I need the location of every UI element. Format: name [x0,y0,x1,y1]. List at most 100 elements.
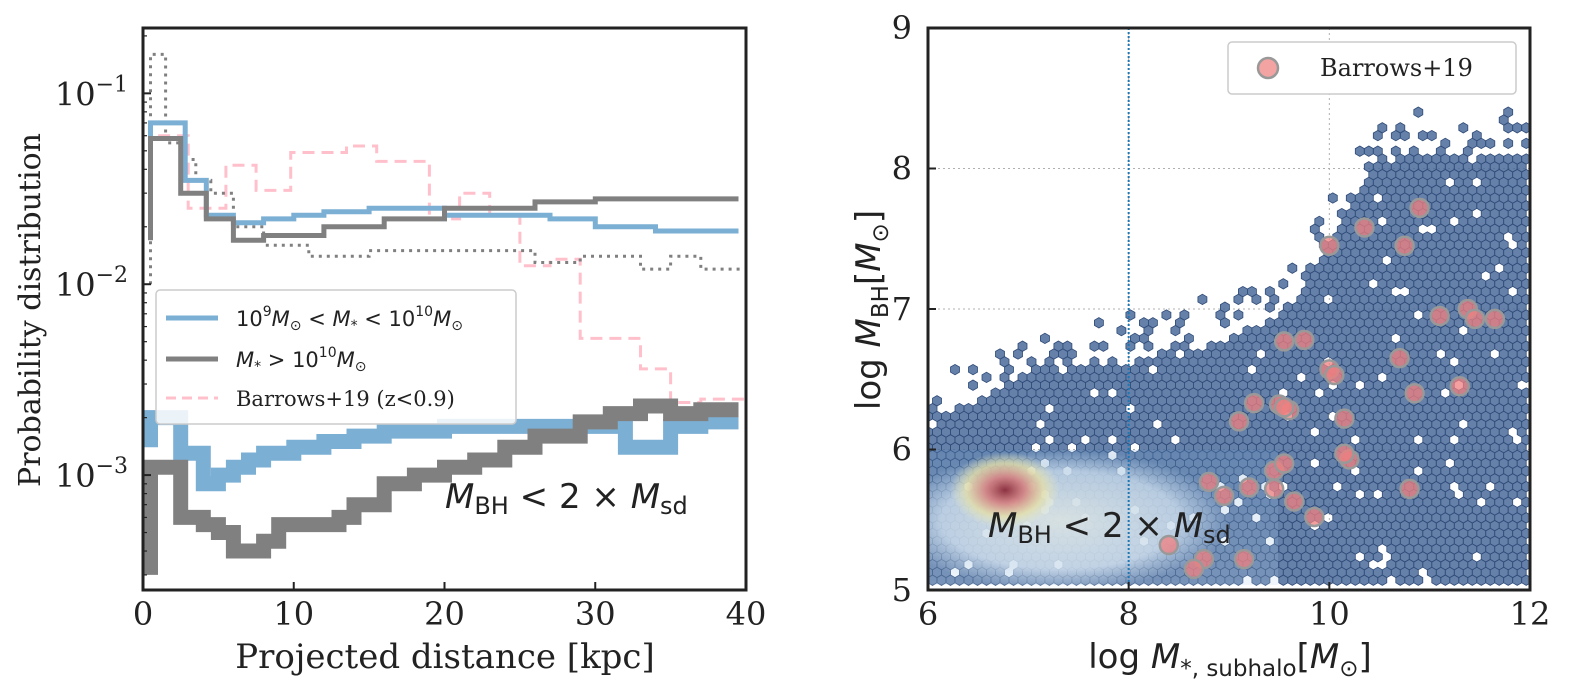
right-hexbin-cell [1476,153,1487,165]
right-y-tick-label: 6 [892,431,912,469]
right-hexbin-cell [977,395,987,407]
left-series-line-3 [148,136,739,243]
right-hexbin-cell [1422,231,1433,243]
left-legend-frame [155,289,517,425]
right-x-ticks: 6 8 10 12 [918,582,1551,633]
right-hexbin-cell [968,363,978,376]
right-barrows-point [1404,383,1425,404]
right-barrows-points [1158,197,1506,580]
right-barrows-point [1283,491,1305,512]
right-x-tick-label: 8 [1118,595,1138,633]
right-hexbin-cell [1458,122,1469,134]
right-hexbin-cell [1345,192,1356,204]
right-hexbin-cell [1278,278,1289,290]
right-hexbin-cell [1390,145,1401,157]
right-hexbin-cell [1503,137,1514,150]
right-hexbin-cell [941,410,951,423]
right-hexbin-cell [1485,153,1496,165]
right-hexbin-cell [1143,356,1154,368]
right-barrows-point [1409,197,1430,219]
right-barrows-point [1233,548,1255,570]
right-hexbin-cell [950,363,960,376]
right-density-core [950,452,1060,528]
right-hexbin-cell [1264,285,1275,298]
right-hexbin-cell [963,402,974,415]
right-hexbin-cell [1193,348,1203,360]
right-hexbin-cell [1179,309,1190,321]
right-hexbin-cell [1134,356,1145,368]
right-hexbin-cell [1471,129,1482,142]
right-hexbin-cell [1372,566,1383,579]
right-hexbin-cell [1238,285,1248,298]
right-hexbin-cell [1287,262,1298,274]
right-hexbin-cell [1220,301,1230,313]
right-hexbin-cell [1413,106,1424,118]
right-x-tick-label: 10 [1309,595,1350,633]
left-x-tick-label: 30 [575,595,616,633]
right-legend-label: Barrows+19 [1320,54,1473,82]
right-barrows-point [1304,506,1325,528]
right-hexbin-cell [1157,348,1167,360]
right-hexbin-cell [1422,153,1433,165]
left-annotation-mid: < 2 × [509,477,631,517]
right-hexbin-cell [981,371,992,384]
right-hexbin-cell [1053,340,1064,352]
right-x-tick-label: 12 [1510,595,1551,633]
left-y-tick-label: 10−2 [55,263,128,304]
right-hexbin-cell [1264,317,1275,329]
right-hexbin-cell [1521,387,1530,399]
right-hexbin-cell [1161,309,1172,321]
right-hexbin-cell [1377,122,1388,134]
right-hexbin-cell [1512,153,1523,165]
left-panel-distance-histogram: 0 10 20 30 40 10−3 10−2 10−1 Projected distanc… [13,26,767,677]
right-barrows-point [1183,558,1205,580]
right-hexbin-cell [1449,153,1460,165]
right-annotation-m: M [988,506,1017,546]
right-y-tick-label: 5 [892,571,912,609]
right-hexbin-cell [1395,122,1406,134]
right-barrows-point [1399,478,1420,500]
right-hexbin-cell [1233,309,1244,321]
left-annotation-m2: M [631,477,660,517]
left-legend-label-barrows: Barrows+19 (z<0.9) [236,387,455,411]
right-hexbin-cell [1521,122,1530,134]
right-hexbin-cell [1184,332,1194,345]
right-barrows-point [1354,217,1375,238]
right-hexbin-cell [1026,356,1037,368]
right-hexbin-cell [1242,324,1253,337]
left-legend: 109M⊙ < M* < 1010M⊙ M* > 1010M⊙ Barrows+… [155,289,517,425]
left-legend-label-high-mass: M* > 1010M⊙ [236,345,366,375]
right-legend: Barrows+19 [1227,41,1517,95]
right-barrows-point [1213,485,1235,507]
right-hexbin-cell [1148,317,1158,329]
right-hexbin-cell [1521,153,1530,165]
left-x-tick-label: 40 [726,595,767,633]
right-barrows-point [1238,477,1260,498]
right-barrows-point [1273,331,1295,352]
right-hexbin-cell [1116,324,1127,337]
left-y-tick-label: 10−1 [55,72,128,113]
right-y-ticks: 5 6 7 8 9 [892,9,936,609]
right-x-axis-label: log M*, subhalo[M⊙] [1088,637,1372,682]
right-y-tick-label: 7 [892,290,912,328]
right-barrows-point [1158,534,1180,556]
left-y-tick-label: 10−3 [55,454,128,495]
right-hexbin-cell [954,402,965,415]
right-barrows-point [1273,397,1295,418]
right-hexbin-cell [1017,340,1028,352]
right-barrows-point [1319,235,1340,257]
left-series-line-1 [149,52,746,285]
right-barrows-point [1394,235,1415,257]
right-hexbin-cell [1089,340,1100,352]
right-barrows-point [1263,478,1285,500]
right-hexbin-cell [1503,153,1514,165]
right-hexbin-cell [1229,332,1239,345]
right-barrows-point [1228,411,1250,432]
right-hexbin-cell [1094,317,1104,329]
right-hexbin-cell [1305,262,1316,274]
right-y-axis-label: log MBH[M⊙] [849,210,894,410]
left-series-line-5 [143,398,739,575]
right-legend-frame [1227,41,1517,95]
left-series-line-2 [148,120,739,234]
